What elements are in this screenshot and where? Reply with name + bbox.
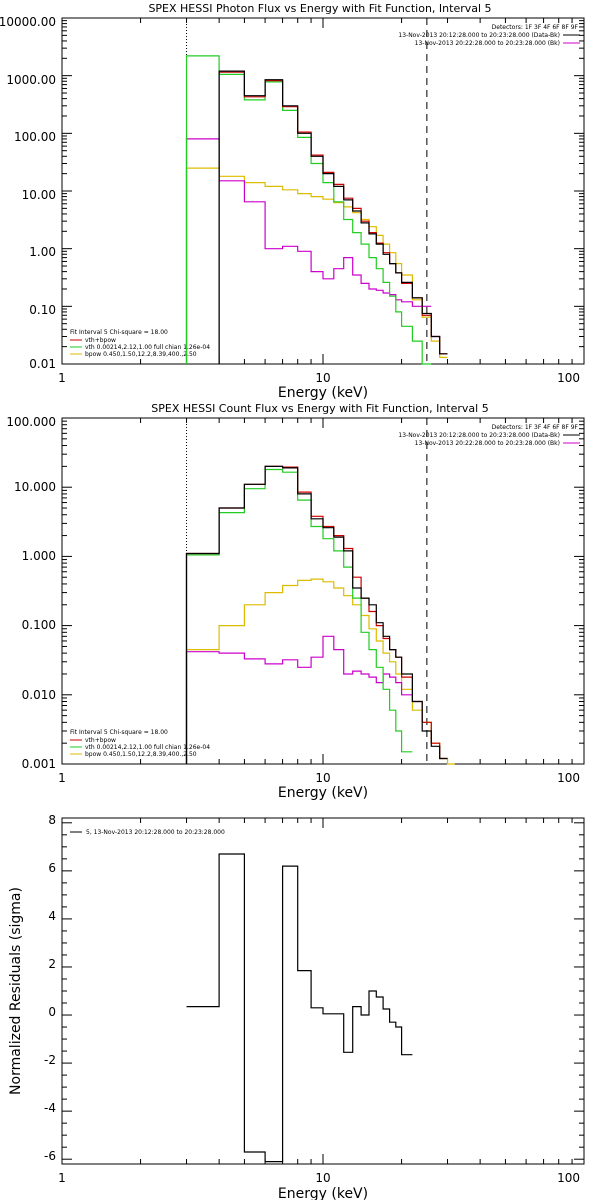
panel1-frame bbox=[61, 17, 585, 365]
panel3-ylabel: Normalized Residuals (sigma) bbox=[8, 887, 24, 1095]
panel1-xtick: 100 bbox=[557, 371, 580, 385]
series-vth-line bbox=[185, 468, 413, 764]
panel1-ytick: 10000.00 bbox=[0, 15, 56, 29]
panel3-xlabel: Energy (keV) bbox=[278, 1186, 368, 1200]
bk-legend-label: 13-Nov-2013 20:22:28.000 to 20:23:28.000… bbox=[415, 40, 560, 47]
panel1-xtick: 10 bbox=[315, 371, 330, 385]
panel1-title: SPEX HESSI Photon Flux vs Energy with Fi… bbox=[148, 2, 491, 15]
series-background-line bbox=[185, 138, 432, 364]
panel3-xtick: 10 bbox=[315, 1171, 330, 1185]
series-total_fit-line bbox=[218, 71, 448, 364]
panel2-ytick: 0.001 bbox=[22, 757, 56, 771]
panel1-ytick: 10.00 bbox=[22, 188, 56, 202]
panel3-ytick: -4 bbox=[44, 1101, 56, 1115]
series-bpow-line bbox=[185, 167, 448, 364]
panel3-ytick: 0 bbox=[48, 1005, 56, 1019]
bk-legend-label: 13-Nov-2013 20:22:28.000 to 20:23:28.000… bbox=[415, 440, 560, 447]
panel3-ytick: 2 bbox=[48, 957, 56, 971]
series-data-line bbox=[186, 853, 413, 1163]
panel2-ytick: 0.100 bbox=[22, 618, 56, 632]
series-data-line bbox=[218, 70, 448, 364]
panel1-ytick: 0.01 bbox=[29, 357, 56, 371]
panel1-ytick: 100.00 bbox=[14, 130, 56, 144]
panel2-title: SPEX HESSI Count Flux vs Energy with Fit… bbox=[151, 402, 488, 415]
panel3-xtick: 1 bbox=[58, 1171, 66, 1185]
series-bpow-line bbox=[185, 578, 455, 765]
panel1-xlabel: Energy (keV) bbox=[278, 385, 368, 401]
panel2-ytick: 100.000 bbox=[6, 415, 56, 429]
panel2-ytick: 1.000 bbox=[22, 549, 56, 563]
fit-interval-label: Fit Interval 5 Chi-square = 18.00 bbox=[70, 729, 168, 736]
panel1-ticks: 10000.00 1000.00 100.00 10.00 1.00 0.10 … bbox=[0, 15, 580, 385]
panel3-ytick: 6 bbox=[48, 861, 56, 875]
panel3-plot bbox=[62, 818, 584, 1164]
panel1-ytick: 0.10 bbox=[29, 303, 56, 317]
panel2-xtick: 1 bbox=[58, 771, 66, 785]
panel2-ytick: 0.010 bbox=[22, 688, 56, 702]
panel1-ytick: 1000.00 bbox=[6, 73, 56, 87]
panel2-frame bbox=[61, 417, 585, 765]
fit-interval-label: Fit Interval 5 Chi-square = 18.00 bbox=[70, 329, 168, 336]
data-legend-label: 13-Nov-2013 20:12:28.000 to 20:23:28.000… bbox=[398, 32, 560, 39]
panel2-xtick: 10 bbox=[315, 771, 330, 785]
panel1-legend-left: Fit Interval 5 Chi-square = 18.00 vth+bp… bbox=[70, 329, 210, 358]
panel2-xtick: 100 bbox=[557, 771, 580, 785]
panel2-legend-right: Detectors: 1F 3F 4F 6F 8F 9F 13-Nov-2013… bbox=[398, 424, 580, 447]
panel2-legend-left: Fit Interval 5 Chi-square = 18.00 vth+bp… bbox=[70, 729, 210, 758]
detectors-label: Detectors: 1F 3F 4F 6F 8F 9F bbox=[492, 24, 579, 31]
panel2-ticks: 100.000 10.000 1.000 0.100 0.010 0.001 1… bbox=[6, 415, 580, 785]
residuals-panel: 8 6 4 2 0 -2 -4 -6 1 10 100 Energy (keV)… bbox=[8, 813, 585, 1200]
panel3-legend: 5, 13-Nov-2013 20:12:28.000 to 20:23:28.… bbox=[70, 829, 225, 836]
series-total_fit-line bbox=[185, 465, 448, 764]
panel3-ticks: 8 6 4 2 0 -2 -4 -6 1 10 100 bbox=[44, 813, 580, 1185]
detectors-label: Detectors: 1F 3F 4F 6F 8F 9F bbox=[492, 424, 579, 431]
fit-vth-label: vth 0.00214,2.12,1.00 full chian 1.26e-0… bbox=[85, 344, 210, 351]
fit-bpow-label: bpow 0.450,1.50,12.2,8.39,400.,2.50 bbox=[85, 751, 197, 758]
series-background-line bbox=[185, 635, 413, 764]
panel2-ytick: 10.000 bbox=[14, 480, 56, 494]
series-data-line bbox=[185, 465, 448, 764]
photon-flux-panel: SPEX HESSI Photon Flux vs Energy with Fi… bbox=[0, 2, 585, 401]
panel2-xlabel: Energy (keV) bbox=[278, 785, 368, 801]
count-flux-panel: SPEX HESSI Count Flux vs Energy with Fit… bbox=[6, 402, 585, 801]
fit-total-label: vth+bpow bbox=[85, 337, 116, 344]
panel3-ytick: 8 bbox=[48, 813, 56, 827]
panel2-plot bbox=[62, 418, 584, 765]
panel3-ytick: -6 bbox=[44, 1149, 56, 1163]
panel1-legend-right: Detectors: 1F 3F 4F 6F 8F 9F 13-Nov-2013… bbox=[398, 24, 580, 47]
series-vth-line bbox=[185, 55, 432, 365]
fit-total-label: vth+bpow bbox=[85, 737, 116, 744]
panel3-frame bbox=[61, 817, 585, 1165]
panel3-xtick: 100 bbox=[557, 1171, 580, 1185]
residual-legend-label: 5, 13-Nov-2013 20:12:28.000 to 20:23:28.… bbox=[86, 829, 225, 836]
panel1-plot bbox=[62, 18, 584, 365]
panel1-ytick: 1.00 bbox=[29, 245, 56, 259]
fit-bpow-label: bpow 0.450,1.50,12.2,8.39,400.,2.50 bbox=[85, 351, 197, 358]
fit-vth-label: vth 0.00214,2.12,1.00 full chian 1.26e-0… bbox=[85, 744, 210, 751]
data-legend-label: 13-Nov-2013 20:12:28.000 to 20:23:28.000… bbox=[398, 432, 560, 439]
panel1-xtick: 1 bbox=[58, 371, 66, 385]
panel3-ytick: 4 bbox=[48, 909, 56, 923]
panel3-ytick: -2 bbox=[44, 1053, 56, 1067]
